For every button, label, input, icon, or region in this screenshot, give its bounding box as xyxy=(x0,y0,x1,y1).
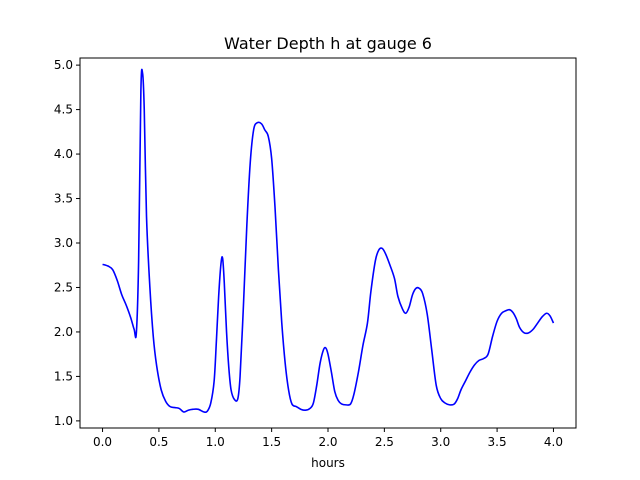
x-tick-label: 1.0 xyxy=(206,435,225,449)
y-tick-label: 1.0 xyxy=(54,414,73,428)
plot-area xyxy=(80,58,576,428)
y-tick-label: 3.5 xyxy=(54,192,73,206)
y-tick-label: 3.0 xyxy=(54,236,73,250)
chart-title: Water Depth h at gauge 6 xyxy=(224,34,432,53)
series-layer xyxy=(102,68,555,414)
x-tick-label: 1.5 xyxy=(262,435,281,449)
water-depth-line xyxy=(102,68,555,414)
x-tick-label: 3.0 xyxy=(431,435,450,449)
x-tick-label: 3.5 xyxy=(488,435,507,449)
x-tick-label: 2.5 xyxy=(375,435,394,449)
y-tick-label: 5.0 xyxy=(54,58,73,72)
y-tick-label: 2.0 xyxy=(54,325,73,339)
y-tick-label: 2.5 xyxy=(54,280,73,294)
x-tick-label: 4.0 xyxy=(544,435,563,449)
x-tick-label: 2.0 xyxy=(318,435,337,449)
y-tick-label: 4.0 xyxy=(54,147,73,161)
x-axis-ticks: 0.0 0.5 1.0 1.5 2.0 2.5 3.0 3.5 4.0 xyxy=(93,428,563,449)
x-tick-label: 0.0 xyxy=(93,435,112,449)
y-tick-label: 4.5 xyxy=(54,103,73,117)
x-axis-label: hours xyxy=(311,456,345,470)
y-axis-ticks: 1.0 1.5 2.0 2.5 3.0 3.5 4.0 4.5 5.0 xyxy=(54,58,80,428)
y-tick-label: 1.5 xyxy=(54,369,73,383)
x-tick-label: 0.5 xyxy=(149,435,168,449)
plot-frame xyxy=(79,57,577,429)
